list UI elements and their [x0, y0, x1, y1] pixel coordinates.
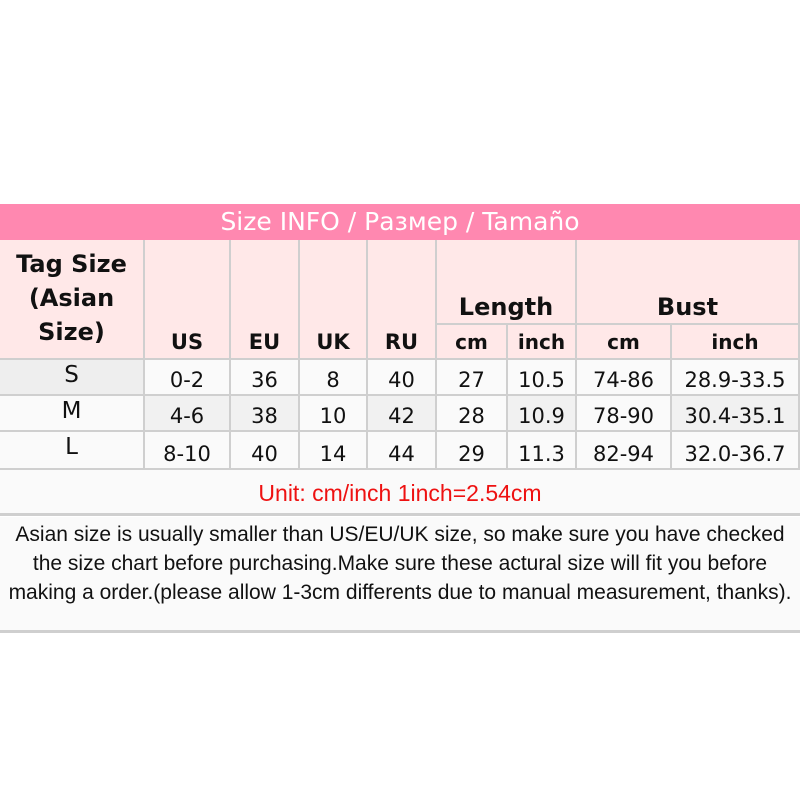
header-ru-text: RU [384, 330, 419, 354]
size-value: 8 [300, 360, 368, 396]
size-value-text: 82-94 [592, 442, 655, 466]
header-length-cm: cm [437, 325, 508, 360]
size-value: 11.3 [508, 432, 577, 470]
header-us: US [145, 240, 231, 360]
size-value: 38 [231, 396, 300, 432]
size-value-text: 11.3 [518, 442, 565, 466]
size-value: 40 [231, 432, 300, 470]
size-value: 8-10 [145, 432, 231, 470]
disclaimer-note: Asian size is usually smaller than US/EU… [0, 517, 800, 633]
header-ru: RU [368, 240, 437, 360]
size-value: 36 [231, 360, 300, 396]
size-value-text: 32.0-36.7 [684, 442, 786, 466]
header-length-text: Length [458, 293, 554, 321]
size-value-text: 8-10 [163, 442, 211, 466]
size-value-text: 4-6 [169, 404, 205, 428]
size-value-text: 10.5 [518, 368, 565, 392]
size-value-text: 36 [251, 368, 278, 392]
size-value-text: 30.4-35.1 [684, 404, 786, 428]
size-value: 10 [300, 396, 368, 432]
header-bust-inch-text: inch [711, 330, 759, 354]
size-value: 30.4-35.1 [672, 396, 800, 432]
header-tag-size-text: Tag Size (Asian Size) [16, 250, 127, 346]
size-value: 44 [368, 432, 437, 470]
size-chart-title: Size INFO / Размер / Tamaño [0, 204, 800, 240]
size-value-text: 0-2 [169, 368, 205, 392]
size-value: 28.9-33.5 [672, 360, 800, 396]
size-value-text: 10.9 [518, 404, 565, 428]
header-uk: UK [300, 240, 368, 360]
size-value-text: 28.9-33.5 [684, 368, 786, 392]
size-value: 14 [300, 432, 368, 470]
size-value: 78-90 [577, 396, 672, 432]
size-value-text: 28 [458, 404, 485, 428]
header-length: Length [437, 240, 577, 325]
size-value-text: 29 [458, 442, 485, 466]
size-label-text: M [61, 398, 82, 424]
size-label-text: L [65, 434, 78, 460]
size-value-text: 40 [251, 442, 278, 466]
header-bust-cm-text: cm [607, 330, 640, 354]
size-value-text: 38 [251, 404, 278, 428]
unit-note: Unit: cm/inch 1inch=2.54cm [0, 470, 800, 516]
size-value: 28 [437, 396, 508, 432]
size-value-text: 44 [388, 442, 415, 466]
size-value: 42 [368, 396, 437, 432]
size-value-text: 74-86 [592, 368, 655, 392]
size-label-text: S [64, 362, 79, 388]
header-bust-text: Bust [656, 293, 719, 321]
size-value: 10.5 [508, 360, 577, 396]
header-bust-cm: cm [577, 325, 672, 360]
header-us-text: US [170, 330, 204, 354]
size-value-text: 14 [319, 442, 347, 466]
size-value: 10.9 [508, 396, 577, 432]
header-tag-size: Tag Size (Asian Size) [0, 240, 145, 360]
header-eu: EU [231, 240, 300, 360]
size-value: 4-6 [145, 396, 231, 432]
header-length-cm-text: cm [455, 330, 488, 354]
size-value-text: 10 [319, 404, 347, 428]
size-value-text: 78-90 [592, 404, 655, 428]
size-value-text: 40 [388, 368, 415, 392]
size-value-text: 8 [326, 368, 340, 392]
size-value: 82-94 [577, 432, 672, 470]
size-value: 27 [437, 360, 508, 396]
header-bust-inch: inch [672, 325, 800, 360]
size-label: M [0, 396, 145, 432]
header-uk-text: UK [316, 330, 350, 354]
size-value: 32.0-36.7 [672, 432, 800, 470]
size-value-text: 42 [388, 404, 415, 428]
size-value: 29 [437, 432, 508, 470]
size-label: L [0, 432, 145, 470]
header-length-inch-text: inch [517, 330, 566, 354]
size-value: 40 [368, 360, 437, 396]
header-bust: Bust [577, 240, 800, 325]
size-value: 74-86 [577, 360, 672, 396]
size-value-text: 27 [458, 368, 485, 392]
header-length-inch: inch [508, 325, 577, 360]
header-eu-text: EU [248, 330, 281, 354]
size-value: 0-2 [145, 360, 231, 396]
size-label: S [0, 360, 145, 396]
